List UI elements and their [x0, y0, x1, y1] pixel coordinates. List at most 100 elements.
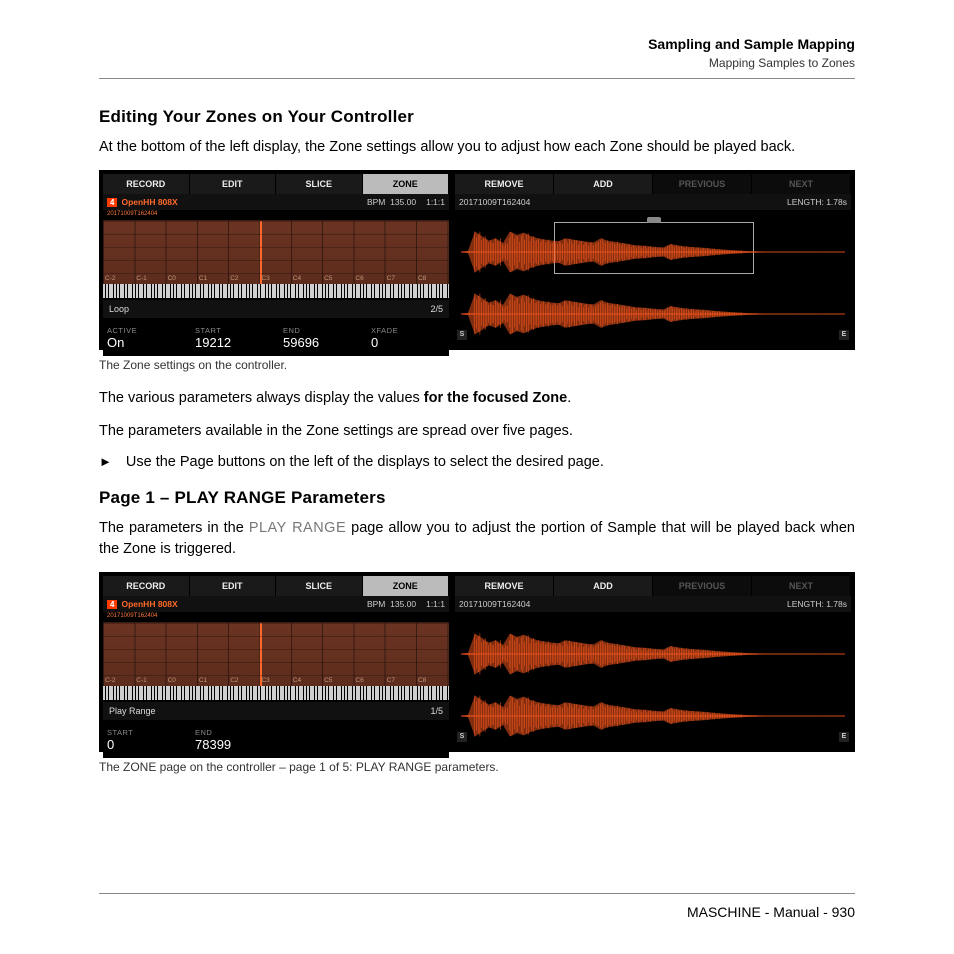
octave-label: C1 [197, 677, 228, 686]
param-value: 0 [371, 335, 449, 350]
tab-slice[interactable]: SLICE [276, 576, 363, 596]
octave-label: C5 [322, 677, 353, 686]
octave-label: C4 [291, 275, 322, 284]
controller-screenshot: RECORDEDITSLICEZONE 4 OpenHH 808XBPM 135.0… [99, 170, 855, 350]
param-cell[interactable]: START0 [103, 722, 191, 758]
octave-label: C-1 [134, 677, 165, 686]
octave-label: C4 [291, 677, 322, 686]
page-indicator: 2/5 [430, 304, 443, 314]
section-heading-2: Page 1 – PLAY RANGE Parameters [99, 488, 855, 508]
header-title: Sampling and Sample Mapping [99, 36, 855, 52]
tab-edit[interactable]: EDIT [190, 174, 277, 194]
mode-bar: Loop 2/5 [103, 300, 449, 318]
piano-roll[interactable] [103, 284, 449, 298]
rtab-previous: PREVIOUS [653, 576, 752, 596]
rtab-remove[interactable]: REMOVE [455, 174, 554, 194]
left-tabrow: RECORDEDITSLICEZONE [103, 576, 449, 596]
slot-chip: 4 [107, 198, 117, 207]
zone-grid[interactable]: C-2C-1C0C1C2C3C4C5C6C7C8 [103, 220, 449, 298]
octave-label: C-2 [103, 677, 134, 686]
page-footer: MASCHINE - Manual - 930 [99, 893, 855, 920]
right-info-row: 20171009T162404 LENGTH: 1.78s [455, 596, 851, 612]
caption-1: The Zone settings on the controller. [99, 358, 855, 372]
page-header: Sampling and Sample Mapping Mapping Samp… [99, 36, 855, 79]
end-marker[interactable]: E [839, 330, 849, 340]
length: LENGTH: 1.78s [787, 599, 847, 609]
slot-chip: 4 [107, 600, 117, 609]
position: 1:1:1 [426, 599, 445, 609]
para2c: . [567, 390, 571, 406]
left-tabrow: RECORDEDITSLICEZONE [103, 174, 449, 194]
rtab-add[interactable]: ADD [554, 174, 653, 194]
param-value: 0 [107, 737, 185, 752]
start-marker[interactable]: S [457, 732, 467, 742]
sample-info-row: 4OpenHH 808XBPM 135.001:1:1 [103, 596, 449, 612]
octave-label: C1 [197, 275, 228, 284]
waveform-right-channel [461, 692, 845, 740]
octave-label: C-1 [134, 275, 165, 284]
piano-roll[interactable] [103, 686, 449, 700]
tab-slice[interactable]: SLICE [276, 174, 363, 194]
start-marker[interactable]: S [457, 330, 467, 340]
octave-label: C7 [385, 275, 416, 284]
param-cell[interactable]: START19212 [191, 320, 279, 356]
right-info-row: 20171009T162404LENGTH: 1.78s [455, 194, 851, 210]
right-display: REMOVEADDPREVIOUSNEXT 20171009T162404 LENG… [455, 576, 851, 748]
waveform-area[interactable]: SE [455, 212, 851, 342]
selection-grip-icon[interactable] [647, 217, 661, 223]
octave-label: C3 [259, 677, 290, 686]
left-display: RECORDEDITSLICEZONE4OpenHH 808XBPM 135.0… [103, 576, 449, 748]
octave-label: C8 [416, 275, 447, 284]
rtab-next: NEXT [752, 576, 851, 596]
tab-record[interactable]: RECORD [103, 576, 190, 596]
para-2: The various parameters always display th… [99, 388, 855, 409]
tab-zone[interactable]: ZONE [363, 174, 450, 194]
param-label: ACTIVE [107, 326, 185, 335]
tab-record[interactable]: RECORD [103, 174, 190, 194]
rtab-next: NEXT [752, 174, 851, 194]
octave-label: C0 [166, 275, 197, 284]
param-cell[interactable]: END78399 [191, 722, 279, 758]
tab-edit[interactable]: EDIT [190, 576, 277, 596]
s2p1a: The parameters in the [99, 520, 249, 536]
param-cell[interactable]: ACTIVEOn [103, 320, 191, 356]
waveform-left-channel [461, 630, 845, 678]
param-label: START [195, 326, 273, 335]
s2p1b: PLAY RANGE [249, 520, 346, 536]
param-label: END [195, 728, 273, 737]
param-cell[interactable] [279, 722, 367, 758]
instr1-text: Use the Page buttons on the left of the … [126, 454, 604, 470]
octave-label: C3 [259, 275, 290, 284]
param-label: END [283, 326, 361, 335]
root-key-marker [260, 221, 262, 284]
rtab-remove[interactable]: REMOVE [455, 576, 554, 596]
waveform-left-channel [461, 228, 845, 276]
octave-label: C8 [416, 677, 447, 686]
zone-grid[interactable]: C-2C-1C0C1C2C3C4C5C6C7C8 [103, 622, 449, 700]
tab-zone[interactable]: ZONE [363, 576, 450, 596]
section-heading-1: Editing Your Zones on Your Controller [99, 107, 855, 127]
sample-name: OpenHH 808X [121, 599, 367, 609]
right-timestamp: 20171009T162404 [459, 197, 530, 207]
param-cell[interactable] [367, 722, 449, 758]
sample-name: OpenHH 808X [121, 197, 367, 207]
para2a: The various parameters always display th… [99, 390, 424, 406]
page-indicator: 1/5 [430, 706, 443, 716]
mode-label: Play Range [109, 706, 156, 716]
octave-label: C2 [228, 275, 259, 284]
root-key-marker [260, 623, 262, 686]
left-tiny-timestamp: 20171009T162404 [103, 210, 449, 218]
right-timestamp: 20171009T162404 [459, 599, 530, 609]
waveform-area[interactable]: SE [455, 614, 851, 744]
param-row: START0END78399 [103, 722, 449, 758]
end-marker[interactable]: E [839, 732, 849, 742]
rtab-add[interactable]: ADD [554, 576, 653, 596]
section1-p1: At the bottom of the left display, the Z… [99, 137, 855, 158]
param-cell[interactable]: XFADE0 [367, 320, 449, 356]
param-cell[interactable]: END59696 [279, 320, 367, 356]
bpm: BPM 135.00 [367, 197, 416, 207]
octave-scale: C-2C-1C0C1C2C3C4C5C6C7C8 [103, 275, 449, 284]
octave-label: C2 [228, 677, 259, 686]
right-tabrow: REMOVEADDPREVIOUSNEXT [455, 576, 851, 596]
mode-label: Loop [109, 304, 129, 314]
